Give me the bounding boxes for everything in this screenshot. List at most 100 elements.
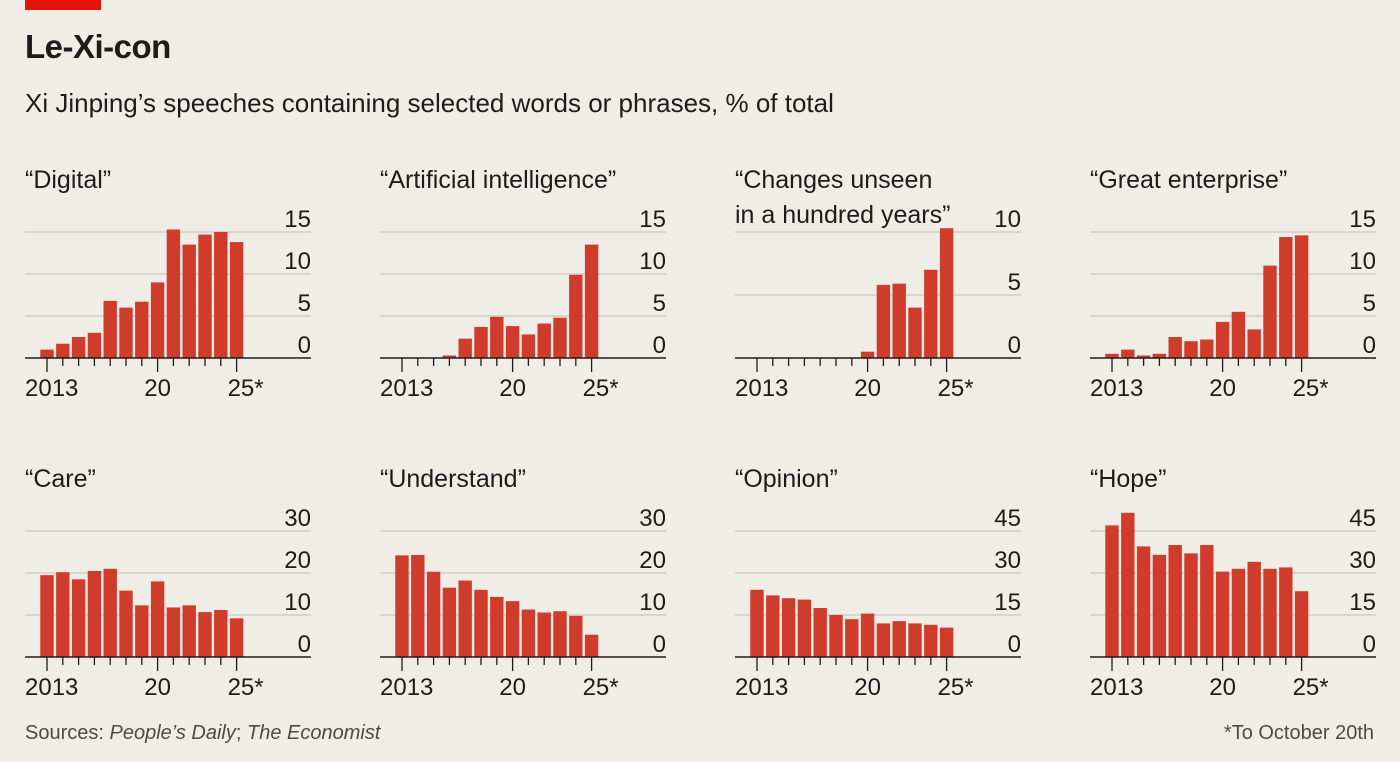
source-economist: The Economist	[246, 722, 381, 744]
panel-hope: “Hope” 45 30 15 0 2013 20 25*	[1090, 462, 1390, 722]
x-tick-label: 20	[499, 674, 526, 701]
y-tick-label: 15	[994, 589, 1021, 616]
y-tick-label: 10	[994, 206, 1021, 233]
bar-2024	[924, 269, 938, 358]
x-tick-label: 25*	[583, 674, 619, 701]
bar-2024	[569, 274, 583, 358]
bar-2023	[1263, 568, 1277, 657]
bar-2022	[182, 605, 196, 657]
bar-2015	[71, 337, 86, 358]
bar-2022	[537, 612, 551, 657]
bar-2013	[40, 575, 54, 657]
y-tick-label: 15	[639, 206, 666, 233]
bar-2019	[845, 619, 859, 657]
bar-chart-svg: 30 20 10 0 2013 20 25*	[380, 505, 666, 701]
y-tick-label: 20	[284, 547, 311, 574]
y-tick-label: 30	[639, 505, 666, 532]
y-tick-label: 30	[994, 547, 1021, 574]
bar-2015	[1136, 355, 1151, 358]
panel-changes-unseen: “Changes unseen in a hundred years” 10 5 0…	[735, 163, 1035, 423]
bar-2024	[1279, 237, 1293, 358]
bar-2019	[135, 605, 149, 657]
bar-2019	[490, 596, 504, 657]
y-tick-label: 0	[1363, 631, 1376, 658]
y-tick-label: 10	[284, 589, 311, 616]
chart-subtitle: Xi Jinping’s speeches containing selecte…	[25, 88, 834, 118]
panel-title: “Artificial intelligence”	[380, 166, 617, 194]
y-tick-label: 15	[284, 206, 311, 233]
bar-2024	[1279, 567, 1293, 657]
y-tick-label: 10	[639, 248, 666, 275]
bar-2017	[458, 580, 472, 657]
x-tick-label: 20	[854, 674, 881, 701]
bar-2023	[198, 234, 212, 358]
bar-2016	[797, 599, 812, 657]
bar-2025	[1294, 591, 1309, 657]
x-tick-label: 20	[854, 375, 881, 402]
y-tick-label: 0	[1008, 631, 1021, 658]
bar-2025	[939, 627, 954, 657]
bar-2015	[781, 598, 796, 657]
bar-2019	[1200, 545, 1214, 657]
bar-2013	[395, 555, 409, 657]
bar-2023	[553, 611, 567, 657]
bar-chart-svg: 15 10 5 0 2013 20 25*	[1090, 206, 1376, 402]
bar-2021	[1231, 568, 1246, 657]
panel-artificial-intelligence: “Artificial intelligence” 15 10 5 0 2013 20 25…	[380, 163, 680, 423]
x-tick-label: 2013	[1090, 674, 1143, 701]
sources-note: Sources: People’s Daily; The Economist	[25, 722, 380, 745]
bar-2020	[150, 581, 165, 657]
y-tick-label: 0	[1363, 332, 1376, 359]
x-tick-label: 2013	[380, 674, 433, 701]
x-tick-label: 2013	[1090, 375, 1143, 402]
bar-2014	[1121, 512, 1135, 657]
bar-2020	[1215, 321, 1230, 358]
bar-2021	[876, 284, 891, 358]
sources-prefix: Sources:	[25, 722, 110, 744]
y-tick-label: 5	[1363, 290, 1376, 317]
panel-title: “Digital”	[25, 166, 112, 194]
bar-chart-svg: 15 10 5 0 2013 20 25*	[25, 206, 311, 402]
y-tick-label: 5	[653, 290, 666, 317]
bar-2023	[908, 307, 922, 358]
bar-2025	[229, 242, 244, 358]
bar-2020	[505, 326, 520, 358]
panel-title: “Great enterprise”	[1090, 166, 1288, 194]
y-tick-label: 15	[1349, 206, 1376, 233]
bar-2021	[876, 623, 891, 657]
bar-2017	[103, 300, 117, 358]
y-tick-label: 0	[298, 332, 311, 359]
bar-2013	[40, 349, 54, 358]
bar-2017	[1168, 545, 1182, 657]
bar-2016	[87, 332, 102, 358]
panel-title: “Hope”	[1090, 465, 1167, 493]
bar-2020	[150, 282, 165, 358]
y-tick-label: 5	[298, 290, 311, 317]
bar-2016	[442, 355, 457, 358]
bar-chart-svg: 10 5 0 2013 20 25*	[735, 206, 1021, 402]
x-tick-label: 25*	[228, 674, 264, 701]
bar-2024	[214, 232, 228, 358]
bar-2022	[537, 323, 551, 358]
x-tick-label: 2013	[380, 375, 433, 402]
bar-2013	[750, 589, 764, 657]
x-tick-label: 25*	[228, 375, 264, 402]
y-tick-label: 45	[1349, 505, 1376, 532]
panel-title: “Understand”	[380, 465, 526, 493]
sources-separator: ;	[235, 722, 247, 744]
bar-2015	[71, 579, 86, 657]
bar-2024	[569, 615, 583, 657]
x-tick-label: 2013	[25, 375, 78, 402]
bar-2016	[442, 587, 457, 657]
x-tick-label: 20	[499, 375, 526, 402]
x-tick-label: 20	[1209, 375, 1236, 402]
x-tick-label: 25*	[938, 375, 974, 402]
bar-2013	[1105, 353, 1119, 358]
bar-2016	[87, 570, 102, 657]
panel-title: “Changes unseen in a hundred years”	[735, 166, 951, 229]
y-tick-label: 45	[994, 505, 1021, 532]
bar-2020	[1215, 571, 1230, 657]
y-tick-label: 5	[1008, 269, 1021, 296]
bar-2016	[1152, 554, 1167, 657]
bar-2018	[119, 590, 133, 657]
